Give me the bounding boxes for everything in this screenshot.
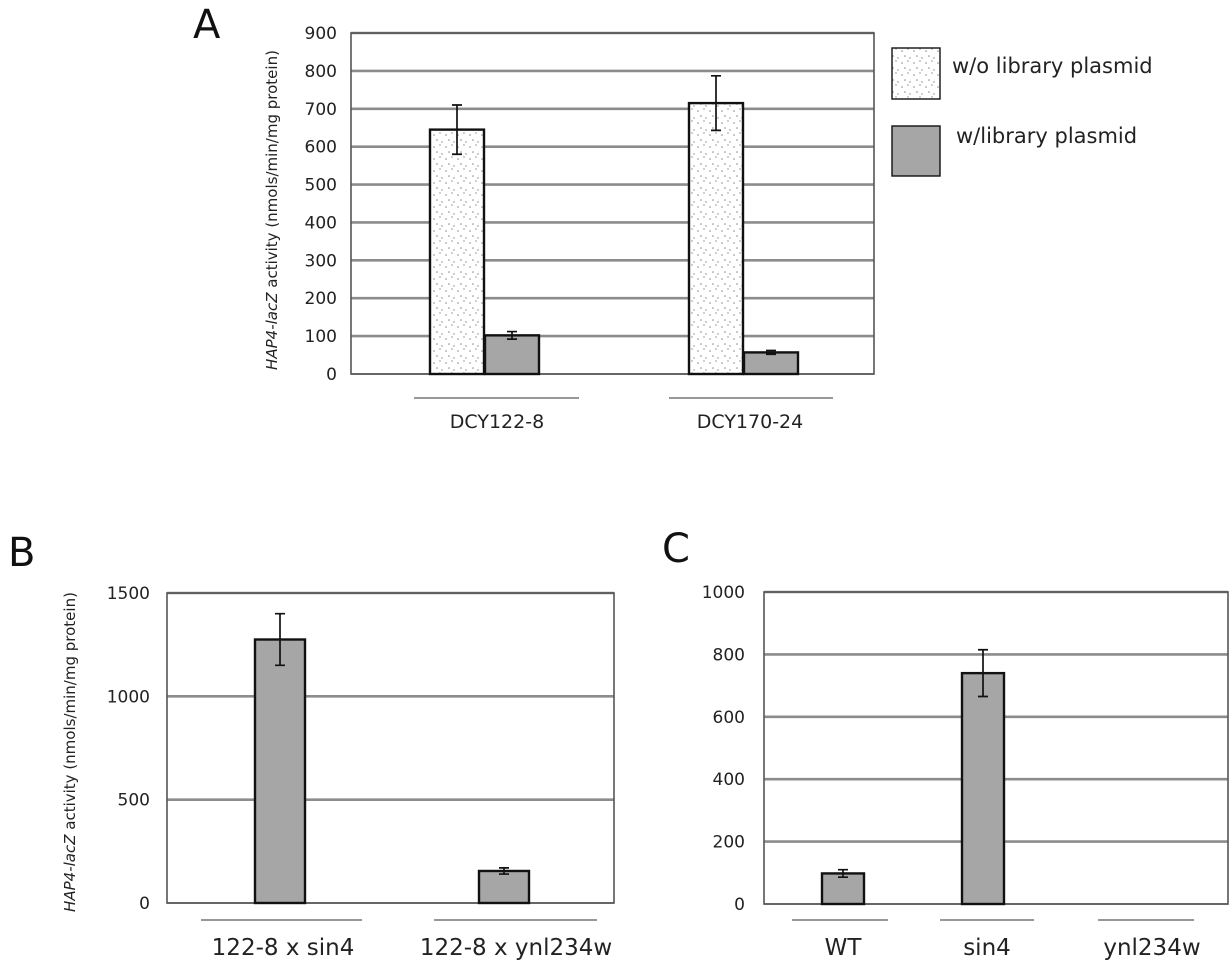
y-tick-label: 400 bbox=[713, 770, 745, 790]
y-tick-label: 800 bbox=[713, 645, 745, 665]
panel-a-bars bbox=[428, 74, 800, 376]
error-bar bbox=[499, 867, 509, 875]
category-label: 122-8 x ynl234w bbox=[420, 935, 612, 961]
y-tick-label: 500 bbox=[305, 176, 337, 196]
error-bar bbox=[766, 349, 776, 356]
panel-a-y-axis-label: HAP4-lacZ activity (nmols/min/mg protein… bbox=[263, 50, 281, 370]
panel-c-categories: WT sin4 ynl234w bbox=[792, 919, 1201, 961]
panel-b-letter: B bbox=[8, 530, 35, 576]
panel-b-bars bbox=[253, 612, 531, 905]
bar bbox=[687, 101, 745, 376]
panel-a-plot-frame bbox=[350, 32, 875, 375]
error-bar bbox=[978, 648, 988, 698]
y-tick-label: 200 bbox=[713, 833, 745, 853]
category-label: WT bbox=[825, 935, 863, 961]
y-tick-label: 1000 bbox=[702, 583, 745, 603]
error-bar bbox=[711, 74, 721, 132]
panel-b-plot-frame bbox=[166, 592, 615, 904]
error-bar bbox=[838, 868, 848, 879]
y-tick-label: 0 bbox=[326, 365, 337, 385]
panel-b-tick-labels: 0 500 1000 1500 bbox=[107, 584, 150, 914]
panel-c-tick-labels: 0 200 400 600 800 1000 bbox=[702, 583, 745, 915]
y-tick-label: 400 bbox=[305, 213, 337, 233]
category-label: 122-8 x sin4 bbox=[212, 935, 355, 961]
y-tick-label: 1000 bbox=[107, 687, 150, 707]
legend-label-wo-library: w/o library plasmid bbox=[952, 54, 1153, 78]
error-bar bbox=[275, 612, 285, 667]
legend-swatch-grey bbox=[891, 125, 941, 177]
panel-c-letter: C bbox=[662, 526, 690, 572]
y-tick-label: 300 bbox=[305, 251, 337, 271]
y-tick-label: 600 bbox=[713, 708, 745, 728]
bar bbox=[960, 671, 1006, 906]
y-tick-label: 0 bbox=[139, 894, 150, 914]
y-tick-label: 1500 bbox=[107, 584, 150, 604]
bar bbox=[253, 638, 307, 905]
panel-b-gridlines bbox=[167, 591, 614, 904]
bar bbox=[820, 872, 866, 906]
panel-a-categories: DCY122-8 DCY170-24 bbox=[414, 397, 833, 433]
panel-c-bars bbox=[820, 648, 1006, 906]
panel-a-tick-labels: 0 100 200 300 400 500 600 700 800 900 bbox=[305, 24, 337, 385]
bar bbox=[742, 351, 800, 376]
panel-b-chart: 0 500 1000 1500 122-8 x sin4 122-8 x ynl234w… bbox=[61, 584, 615, 961]
legend-swatch-dotted bbox=[891, 47, 941, 100]
bar bbox=[483, 334, 541, 376]
bar bbox=[477, 869, 531, 905]
y-tick-label: 500 bbox=[118, 791, 150, 811]
y-tick-label: 600 bbox=[305, 138, 337, 158]
category-label: DCY170-24 bbox=[697, 411, 803, 433]
y-tick-label: 900 bbox=[305, 24, 337, 44]
y-tick-label: 200 bbox=[305, 289, 337, 309]
y-tick-label: 100 bbox=[305, 327, 337, 347]
legend-label-w-library: w/library plasmid bbox=[956, 124, 1137, 148]
error-bar bbox=[452, 104, 462, 156]
panel-a-letter: A bbox=[193, 2, 221, 48]
panel-c-chart: 0 200 400 600 800 1000 WT sin4 ynl234w bbox=[702, 583, 1229, 961]
y-tick-label: 800 bbox=[305, 62, 337, 82]
error-bar bbox=[507, 330, 517, 340]
y-tick-label: 0 bbox=[734, 895, 745, 915]
panel-b-categories: 122-8 x sin4 122-8 x ynl234w bbox=[201, 919, 612, 961]
y-tick-label: 700 bbox=[305, 100, 337, 120]
category-label: sin4 bbox=[963, 935, 1011, 961]
bar bbox=[428, 128, 486, 376]
category-label: ynl234w bbox=[1103, 935, 1200, 961]
category-label: DCY122-8 bbox=[450, 411, 544, 433]
panel-b-y-axis-label: HAP4-lacZ activity (nmols/min/mg protein… bbox=[61, 592, 79, 912]
